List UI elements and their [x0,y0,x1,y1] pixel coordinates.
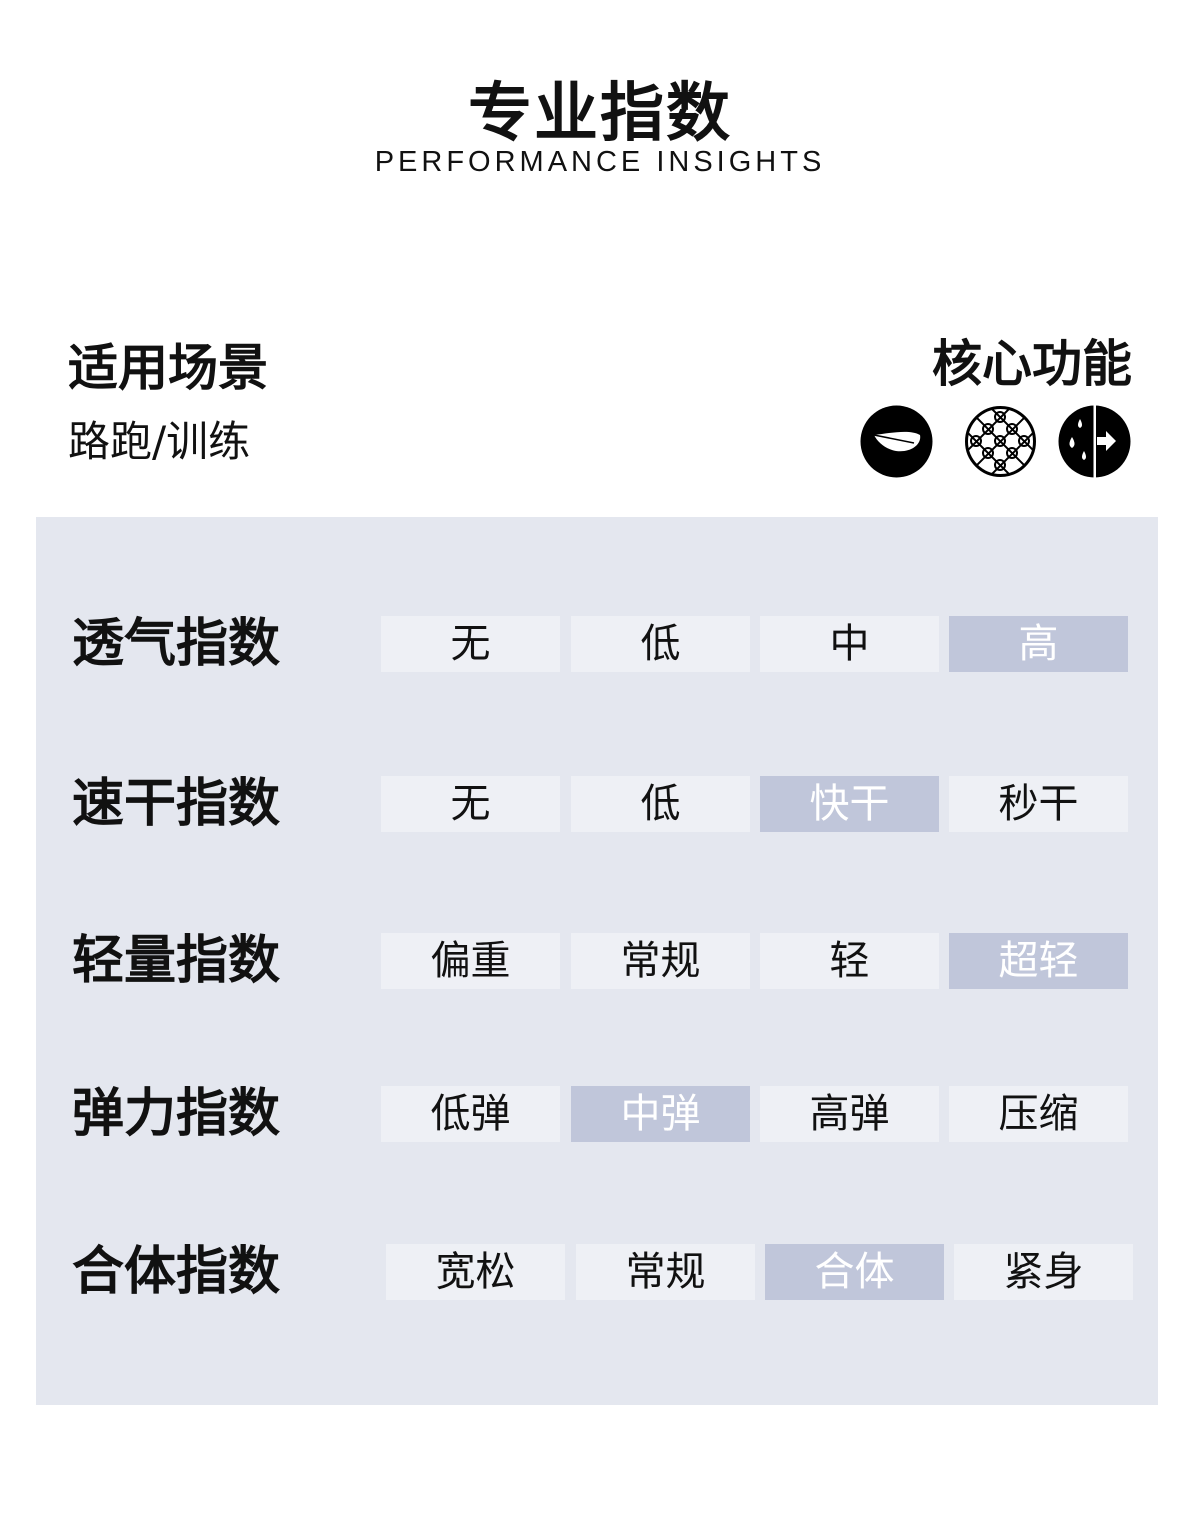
index-option: 低 [571,776,750,832]
index-option: 偏重 [381,933,560,989]
index-option: 压缩 [949,1086,1128,1142]
index-label: 轻量指数 [72,931,281,991]
index-row: 速干指数 无低快干 秒干 [36,774,1158,834]
index-option: 紧身 [954,1244,1133,1300]
page-title: 专业指数 [468,77,732,151]
moisture-wicking-icon [1058,405,1131,478]
feather-icon [860,405,933,478]
index-option-selected: 高 [949,616,1128,672]
index-option: 高弹 [760,1086,939,1142]
index-option: 轻 [760,933,939,989]
index-row: 轻量指数 偏重 常规轻超轻 [36,931,1158,991]
mesh-pattern-icon [965,406,1036,477]
index-option-selected: 快干 [760,776,939,832]
index-option-selected: 中弹 [571,1086,750,1142]
scene-value: 路跑/训练 [68,417,251,466]
features-heading: 核心功能 [932,335,1132,393]
feature-icons [860,405,1132,478]
index-option-selected: 合体 [765,1244,944,1300]
index-option-selected: 超轻 [949,933,1128,989]
index-option: 中 [760,616,939,672]
scene-heading: 适用场景 [68,339,268,397]
page-subtitle: PERFORMANCE INSIGHTS [374,146,826,178]
index-label: 速干指数 [72,774,281,834]
index-label: 透气指数 [72,614,281,674]
index-row: 弹力指数 低弹 中弹 高弹 压缩 [36,1084,1158,1144]
index-panel: 透气指数无低中高速干指数无低快干 秒干 轻量指数 偏重 常规轻超轻 弹力指数 低弹 中弹 高弹压… [36,517,1158,1405]
index-option: 低 [571,616,750,672]
index-option: 低弹 [381,1086,560,1142]
index-option: 秒干 [949,776,1128,832]
index-option: 无 [381,616,560,672]
index-option: 宽松 [386,1244,565,1300]
index-option: 常规 [571,933,750,989]
index-option: 无 [381,776,560,832]
index-row: 合体指数 宽松 常规 合体 紧身 [36,1242,1158,1302]
index-label: 合体指数 [72,1242,281,1302]
index-option: 常规 [576,1244,755,1300]
index-label: 弹力指数 [72,1084,281,1144]
index-row: 透气指数 无低中高 [36,614,1158,674]
